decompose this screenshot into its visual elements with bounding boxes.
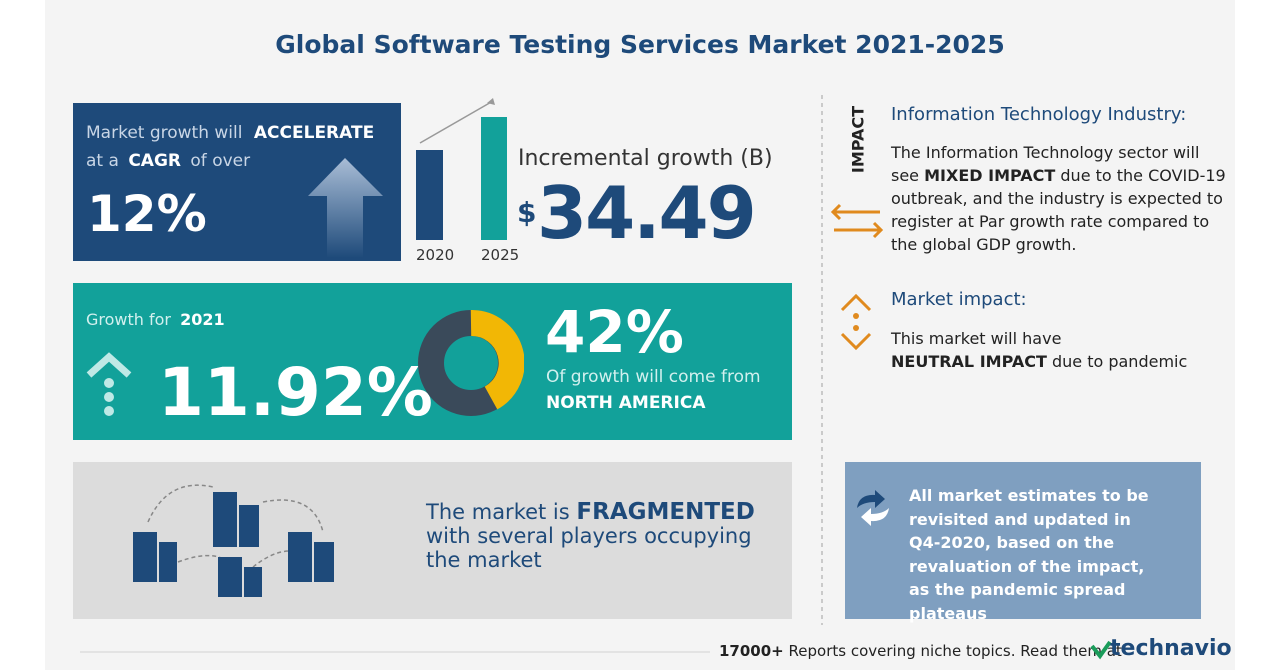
growth-box: Growth for 2021 11.92% 42% Of growth wil… xyxy=(73,283,792,440)
footer-text: 17000+ Reports covering niche topics. Re… xyxy=(719,642,1122,660)
brand: technavio xyxy=(1110,636,1232,661)
note-text: All market estimates to be revisited and… xyxy=(909,486,1149,623)
market-heading: Market impact: xyxy=(891,289,1027,310)
currency: $ xyxy=(517,196,537,229)
year: 2021 xyxy=(180,310,225,329)
cagr-line-2: at a CAGR of over xyxy=(86,151,250,171)
text: due to the COVID-19 outbreak, and the in… xyxy=(891,166,1226,254)
growth-label: Growth for 2021 xyxy=(86,310,225,329)
text: The market is xyxy=(426,500,570,524)
growth-bars-icon xyxy=(416,98,507,240)
brand-mark xyxy=(1090,640,1112,660)
emphasis: CAGR xyxy=(128,151,181,171)
text: at a xyxy=(86,151,119,171)
emphasis: MIXED IMPACT xyxy=(924,166,1056,185)
footer-rule xyxy=(80,651,710,653)
market-text: This market will have NEUTRAL IMPACT due… xyxy=(891,327,1221,373)
industry-heading: Information Technology Industry: xyxy=(891,104,1187,125)
market-box: The market is FRAGMENTED with several pl… xyxy=(73,462,792,619)
year-label: 2025 xyxy=(481,246,520,264)
incremental-label: Incremental growth (B) xyxy=(518,146,773,171)
text: Growth for xyxy=(86,310,171,329)
text: Market growth will xyxy=(86,123,243,143)
buildings-icon xyxy=(133,484,334,597)
text: Reports covering niche topics. Read them… xyxy=(788,642,1122,660)
growth-icon xyxy=(86,352,132,416)
up-arrow-icon xyxy=(308,158,383,258)
year-label: 2020 xyxy=(416,246,455,264)
industry-text: The Information Technology sector will s… xyxy=(891,141,1231,256)
text: of over xyxy=(190,151,251,171)
refresh-icon xyxy=(857,490,889,526)
donut-icon xyxy=(418,310,524,416)
cagr-value: 12% xyxy=(87,185,207,243)
cagr-line-1: Market growth will ACCELERATE xyxy=(86,123,374,143)
report-count: 17000+ xyxy=(719,642,784,660)
title: Global Software Testing Services Market … xyxy=(275,30,1005,59)
note-box: All market estimates to be revisited and… xyxy=(845,462,1201,623)
emphasis: ACCELERATE xyxy=(253,123,375,143)
text: The Information Technology sector will s… xyxy=(891,143,1200,185)
market-structure-text: The market is FRAGMENTED with several pl… xyxy=(426,500,776,572)
impact-tag: IMPACT xyxy=(848,105,868,174)
emphasis: FRAGMENTED xyxy=(576,499,755,525)
divider xyxy=(821,95,823,625)
incremental-value: 34.49 xyxy=(537,171,757,255)
mixed-arrows-icon xyxy=(830,203,884,239)
share-value: 42% xyxy=(545,298,684,366)
cagr-box: Market growth will ACCELERATE at a CAGR … xyxy=(73,103,401,261)
emphasis: NEUTRAL IMPACT xyxy=(891,352,1047,371)
text: due to pandemic xyxy=(1051,352,1188,371)
text: with several players occupying the marke… xyxy=(426,524,752,572)
growth-value: 11.92% xyxy=(158,354,433,431)
share-text: Of growth will come from xyxy=(546,367,761,387)
neutral-icon xyxy=(840,293,872,351)
region: NORTH AMERICA xyxy=(546,393,706,413)
text: This market will have xyxy=(891,329,1062,348)
